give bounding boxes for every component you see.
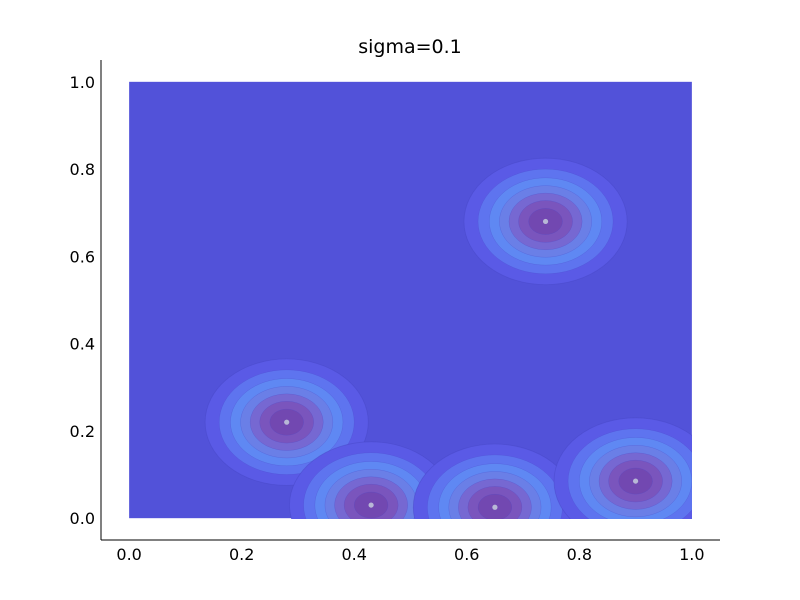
x-tick-label: 0.6 — [454, 545, 479, 564]
y-tick-label: 0.8 — [70, 160, 95, 179]
data-point-2 — [284, 420, 289, 425]
y-tick-label: 1.0 — [70, 73, 95, 92]
y-tick-label: 0.4 — [70, 335, 95, 354]
x-tick-label: 1.0 — [679, 545, 704, 564]
data-point-4 — [492, 505, 497, 510]
y-tick-label: 0.0 — [70, 509, 95, 528]
data-point-1 — [543, 219, 548, 224]
data-point-3 — [369, 502, 374, 507]
plot-area — [129, 82, 717, 571]
y-tick-label: 0.6 — [70, 247, 95, 266]
x-tick-label: 0.2 — [229, 545, 254, 564]
x-tick-label: 0.0 — [116, 545, 141, 564]
x-tick-label: 0.4 — [342, 545, 367, 564]
x-tick-label: 0.8 — [567, 545, 592, 564]
y-tick-label: 0.2 — [70, 422, 95, 441]
chart-title: sigma=0.1 — [358, 36, 462, 58]
data-point-5 — [633, 478, 638, 483]
